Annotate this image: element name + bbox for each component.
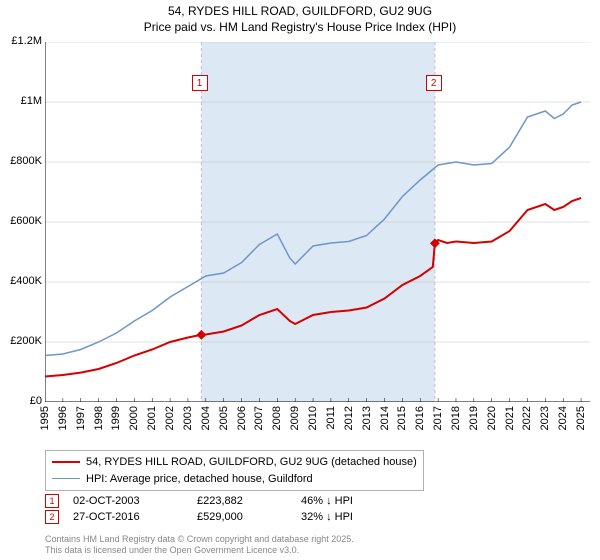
x-tick-label: 1998 bbox=[93, 406, 105, 430]
legend-label: 54, RYDES HILL ROAD, GUILDFORD, GU2 9UG … bbox=[86, 454, 417, 471]
footer-line2: This data is licensed under the Open Gov… bbox=[45, 545, 354, 556]
x-tick-label: 2020 bbox=[486, 406, 498, 430]
y-tick-label: £1.2M bbox=[2, 35, 42, 47]
x-tick-label: 2023 bbox=[539, 406, 551, 430]
data-point-marker: 1 bbox=[45, 494, 59, 508]
data-point-pct: 32% ↓ HPI bbox=[301, 511, 353, 523]
title-line1: 54, RYDES HILL ROAD, GUILDFORD, GU2 9UG bbox=[0, 4, 600, 20]
x-tick-label: 2021 bbox=[504, 406, 516, 430]
legend-box: 54, RYDES HILL ROAD, GUILDFORD, GU2 9UG … bbox=[45, 450, 424, 491]
x-tick-label: 2000 bbox=[128, 406, 140, 430]
x-tick-label: 2018 bbox=[450, 406, 462, 430]
x-tick-label: 1996 bbox=[57, 406, 69, 430]
x-tick-label: 2003 bbox=[182, 406, 194, 430]
x-tick-label: 2006 bbox=[236, 406, 248, 430]
x-tick-label: 2014 bbox=[379, 406, 391, 430]
title-line2: Price paid vs. HM Land Registry's House … bbox=[0, 20, 600, 36]
data-point-price: £223,882 bbox=[197, 495, 287, 507]
x-tick-label: 2011 bbox=[325, 406, 337, 430]
x-tick-label: 2024 bbox=[557, 406, 569, 430]
legend-row: 54, RYDES HILL ROAD, GUILDFORD, GU2 9UG … bbox=[52, 454, 417, 471]
footer: Contains HM Land Registry data © Crown c… bbox=[45, 534, 354, 556]
x-tick-label: 2002 bbox=[164, 406, 176, 430]
x-tick-label: 1997 bbox=[75, 406, 87, 430]
x-tick-label: 2019 bbox=[468, 406, 480, 430]
y-tick-label: £0 bbox=[2, 395, 42, 407]
x-tick-label: 2009 bbox=[289, 406, 301, 430]
data-point-marker: 2 bbox=[45, 510, 59, 524]
data-point-price: £529,000 bbox=[197, 511, 287, 523]
y-tick-label: £600K bbox=[2, 215, 42, 227]
x-tick-label: 2010 bbox=[307, 406, 319, 430]
x-tick-label: 2008 bbox=[271, 406, 283, 430]
legend-label: HPI: Average price, detached house, Guil… bbox=[86, 471, 313, 488]
y-tick-label: £800K bbox=[2, 155, 42, 167]
x-tick-label: 2015 bbox=[396, 406, 408, 430]
legend-swatch bbox=[52, 478, 80, 479]
x-tick-label: 2012 bbox=[343, 406, 355, 430]
y-tick-label: £1M bbox=[2, 95, 42, 107]
chart-svg bbox=[45, 42, 590, 402]
data-points-table: 1 02-OCT-2003 £223,882 46% ↓ HPI 2 27-OCT-201… bbox=[45, 494, 353, 526]
annotation-marker: 2 bbox=[426, 75, 442, 91]
data-point-date: 02-OCT-2003 bbox=[73, 495, 183, 507]
title-block: 54, RYDES HILL ROAD, GUILDFORD, GU2 9UG … bbox=[0, 0, 600, 35]
annotation-marker: 1 bbox=[192, 75, 208, 91]
container: 54, RYDES HILL ROAD, GUILDFORD, GU2 9UG … bbox=[0, 0, 600, 560]
x-tick-label: 2001 bbox=[146, 406, 158, 430]
y-tick-label: £200K bbox=[2, 335, 42, 347]
x-tick-label: 2025 bbox=[575, 406, 587, 430]
data-point-row: 2 27-OCT-2016 £529,000 32% ↓ HPI bbox=[45, 510, 353, 524]
x-tick-label: 1995 bbox=[39, 406, 51, 430]
legend-swatch bbox=[52, 461, 80, 463]
data-point-row: 1 02-OCT-2003 £223,882 46% ↓ HPI bbox=[45, 494, 353, 508]
x-tick-label: 1999 bbox=[110, 406, 122, 430]
data-point-pct: 46% ↓ HPI bbox=[301, 495, 353, 507]
footer-line1: Contains HM Land Registry data © Crown c… bbox=[45, 534, 354, 545]
legend-row: HPI: Average price, detached house, Guil… bbox=[52, 471, 417, 488]
data-point-date: 27-OCT-2016 bbox=[73, 511, 183, 523]
x-tick-label: 2016 bbox=[414, 406, 426, 430]
x-tick-label: 2007 bbox=[253, 406, 265, 430]
y-tick-label: £400K bbox=[2, 275, 42, 287]
x-tick-label: 2004 bbox=[200, 406, 212, 430]
x-tick-label: 2013 bbox=[361, 406, 373, 430]
x-tick-label: 2017 bbox=[432, 406, 444, 430]
x-tick-label: 2022 bbox=[521, 406, 533, 430]
x-tick-label: 2005 bbox=[218, 406, 230, 430]
